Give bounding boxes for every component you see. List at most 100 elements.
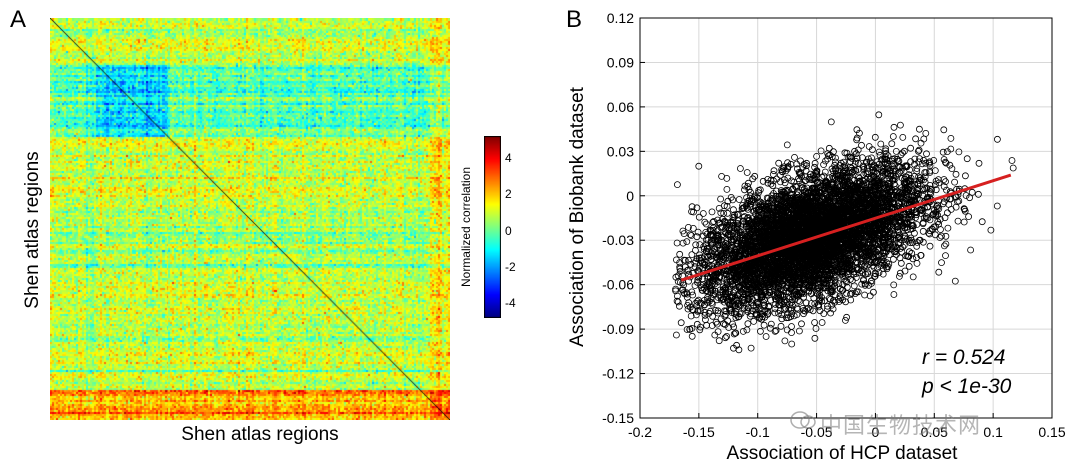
scatter-point: [842, 298, 849, 306]
scatter-point: [842, 316, 849, 324]
scatter-point: [674, 181, 681, 189]
scatter-point: [724, 231, 732, 239]
scatter-point: [708, 322, 716, 329]
scatter-point: [781, 179, 789, 187]
scatter-point: [899, 133, 907, 141]
scatter-point: [709, 226, 717, 234]
scatter-point: [911, 229, 918, 237]
scatter-point: [786, 301, 794, 309]
scatter-point: [858, 280, 866, 288]
scatter-point: [890, 180, 898, 188]
scatter-point: [919, 191, 926, 199]
scatter-point: [768, 199, 776, 207]
scatter-point: [861, 261, 869, 269]
scatter-point: [687, 260, 695, 268]
scatter-point: [773, 187, 780, 195]
scatter-point: [921, 178, 929, 186]
scatter-point: [696, 251, 703, 259]
scatter-point: [752, 234, 759, 242]
scatter-point: [747, 200, 755, 208]
scatter-point: [767, 296, 775, 304]
scatter-point: [906, 248, 913, 256]
scatter-point: [714, 309, 722, 317]
scatter-point: [729, 281, 736, 289]
scatter-point: [911, 181, 919, 189]
scatter-point: [712, 287, 719, 295]
scatter-point: [993, 202, 1001, 210]
scatter-point: [825, 144, 833, 152]
scatter-point: [730, 206, 737, 214]
scatter-point: [827, 118, 835, 126]
scatter-point: [750, 317, 758, 325]
scatter-point: [702, 220, 710, 228]
scatter-point: [688, 288, 696, 296]
scatter-point: [743, 169, 751, 176]
scatter-point: [802, 299, 810, 307]
scatter-point: [750, 220, 757, 228]
scatter-point: [798, 173, 805, 181]
scatter-point: [689, 224, 697, 232]
scatter-point: [1008, 157, 1016, 164]
scatter-point: [743, 326, 751, 334]
scatter-point: [875, 252, 883, 260]
scatter-point: [834, 266, 841, 274]
scatter-point: [925, 229, 933, 237]
scatter-point: [936, 234, 944, 241]
scatter-point: [951, 178, 958, 186]
scatter-point: [772, 327, 780, 334]
scatter-point: [866, 292, 874, 300]
scatter-point: [917, 139, 925, 147]
scatter-point: [848, 154, 856, 162]
scatter-point: [680, 289, 688, 297]
scatter-point: [740, 214, 748, 221]
scatter-point: [825, 294, 833, 302]
scatter-point: [769, 170, 777, 178]
scatter-point: [760, 296, 768, 304]
scatter-point: [721, 307, 729, 315]
scatter-point: [708, 208, 716, 216]
scatter-point: [696, 299, 704, 307]
scatter-point: [935, 268, 943, 276]
scatter-point: [726, 288, 733, 296]
scatter-point: [882, 145, 890, 153]
scatter-point: [672, 285, 679, 293]
scatter-point: [871, 133, 879, 141]
scatter-point: [962, 192, 970, 199]
scatter-point: [701, 218, 709, 226]
scatter-point: [716, 241, 723, 249]
scatter-point: [955, 148, 963, 156]
scatter-point: [837, 159, 845, 167]
scatter-point: [705, 309, 713, 317]
scatter-point: [775, 294, 783, 302]
scatter-point: [673, 239, 681, 247]
scatter-point: [795, 168, 803, 176]
scatter-point: [856, 177, 863, 185]
scatter-point: [745, 179, 752, 187]
scatter-point: [836, 196, 844, 204]
scatter-point: [901, 147, 908, 155]
scatter-point: [688, 332, 696, 340]
panel-a-letter: A: [10, 6, 27, 33]
scatter-point: [681, 290, 689, 298]
scatter-point: [907, 144, 914, 152]
scatter-point: [676, 263, 684, 271]
scatter-point: [925, 159, 933, 167]
scatter-point: [946, 161, 954, 169]
colorbar: [484, 136, 501, 318]
scatter-point: [829, 305, 837, 313]
scatter-point: [688, 208, 695, 216]
scatter-point: [975, 159, 983, 167]
scatter-point: [760, 321, 768, 329]
scatter-point: [850, 282, 858, 290]
scatter-point: [915, 190, 922, 198]
colorbar-tick-label: 0: [505, 223, 512, 238]
scatter-point: [707, 307, 714, 315]
scatter-point: [921, 173, 929, 181]
scatter-point: [860, 277, 867, 285]
scatter-point: [897, 151, 905, 159]
scatter-point: [861, 198, 869, 206]
scatter-point: [778, 315, 786, 323]
scatter-point: [784, 159, 791, 167]
scatter-point: [776, 171, 784, 179]
scatter-point: [942, 178, 949, 186]
